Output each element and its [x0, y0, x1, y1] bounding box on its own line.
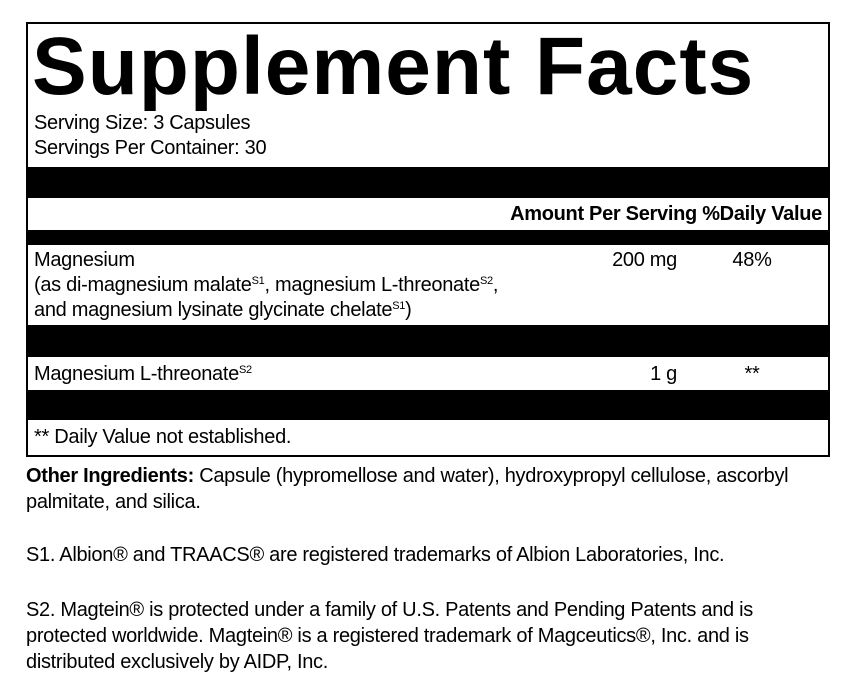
ingredient-text: Magnesium L-threonate: [34, 363, 239, 385]
other-ingredients-label: Other Ingredients:: [26, 465, 194, 487]
title: Supplement Facts: [32, 21, 755, 112]
superscript: S1: [251, 275, 265, 287]
superscript: S2: [479, 275, 493, 287]
other-ingredients-text: Capsule (hypromellose and water), hydrox…: [26, 465, 789, 513]
divider-bar: [28, 325, 828, 357]
amount: 200 mg: [612, 249, 677, 271]
amount: 1 g: [650, 363, 677, 385]
superscript: S2: [238, 364, 252, 376]
ingredient-text: (as di-magnesium malate: [34, 274, 252, 296]
divider-bar: [28, 390, 828, 420]
amount-header: Amount Per Serving: [510, 203, 697, 225]
ingredient-line: Magnesium: [34, 248, 135, 273]
ingredient-text: and magnesium lysinate glycinate chelate: [34, 299, 393, 321]
facts-box: [26, 22, 830, 457]
divider-bar: [28, 230, 828, 245]
ingredient-line: and magnesium lysinate glycinate chelate…: [34, 298, 412, 323]
column-header: Amount Per Serving %Daily Value: [510, 202, 822, 227]
ingredient-text: ,: [492, 274, 499, 296]
note: S2. Magtein® is protected under a family…: [26, 599, 753, 673]
daily-value-header: %Daily Value: [702, 203, 822, 225]
daily-value: **: [744, 363, 760, 385]
footnote: ** Daily Value not established.: [34, 426, 292, 448]
superscript: S1: [392, 300, 406, 312]
note: S1. Albion® and TRAACS® are registered t…: [26, 544, 725, 566]
serving-size: Serving Size: 3 Capsules: [34, 112, 251, 134]
ingredient-line: Magnesium L-threonateS2: [34, 362, 252, 387]
daily-value: 48%: [732, 249, 772, 271]
divider-bar: [28, 167, 828, 198]
ingredient-text: Magnesium: [34, 249, 135, 271]
other-ingredients: Other Ingredients: Capsule (hypromellose…: [26, 463, 826, 515]
ingredient-text: ): [405, 299, 412, 321]
servings-per-container: Servings Per Container: 30: [34, 137, 267, 159]
ingredient-text: , magnesium L-threonate: [264, 274, 481, 296]
ingredient-line: (as di-magnesium malateS1, magnesium L-t…: [34, 273, 498, 298]
